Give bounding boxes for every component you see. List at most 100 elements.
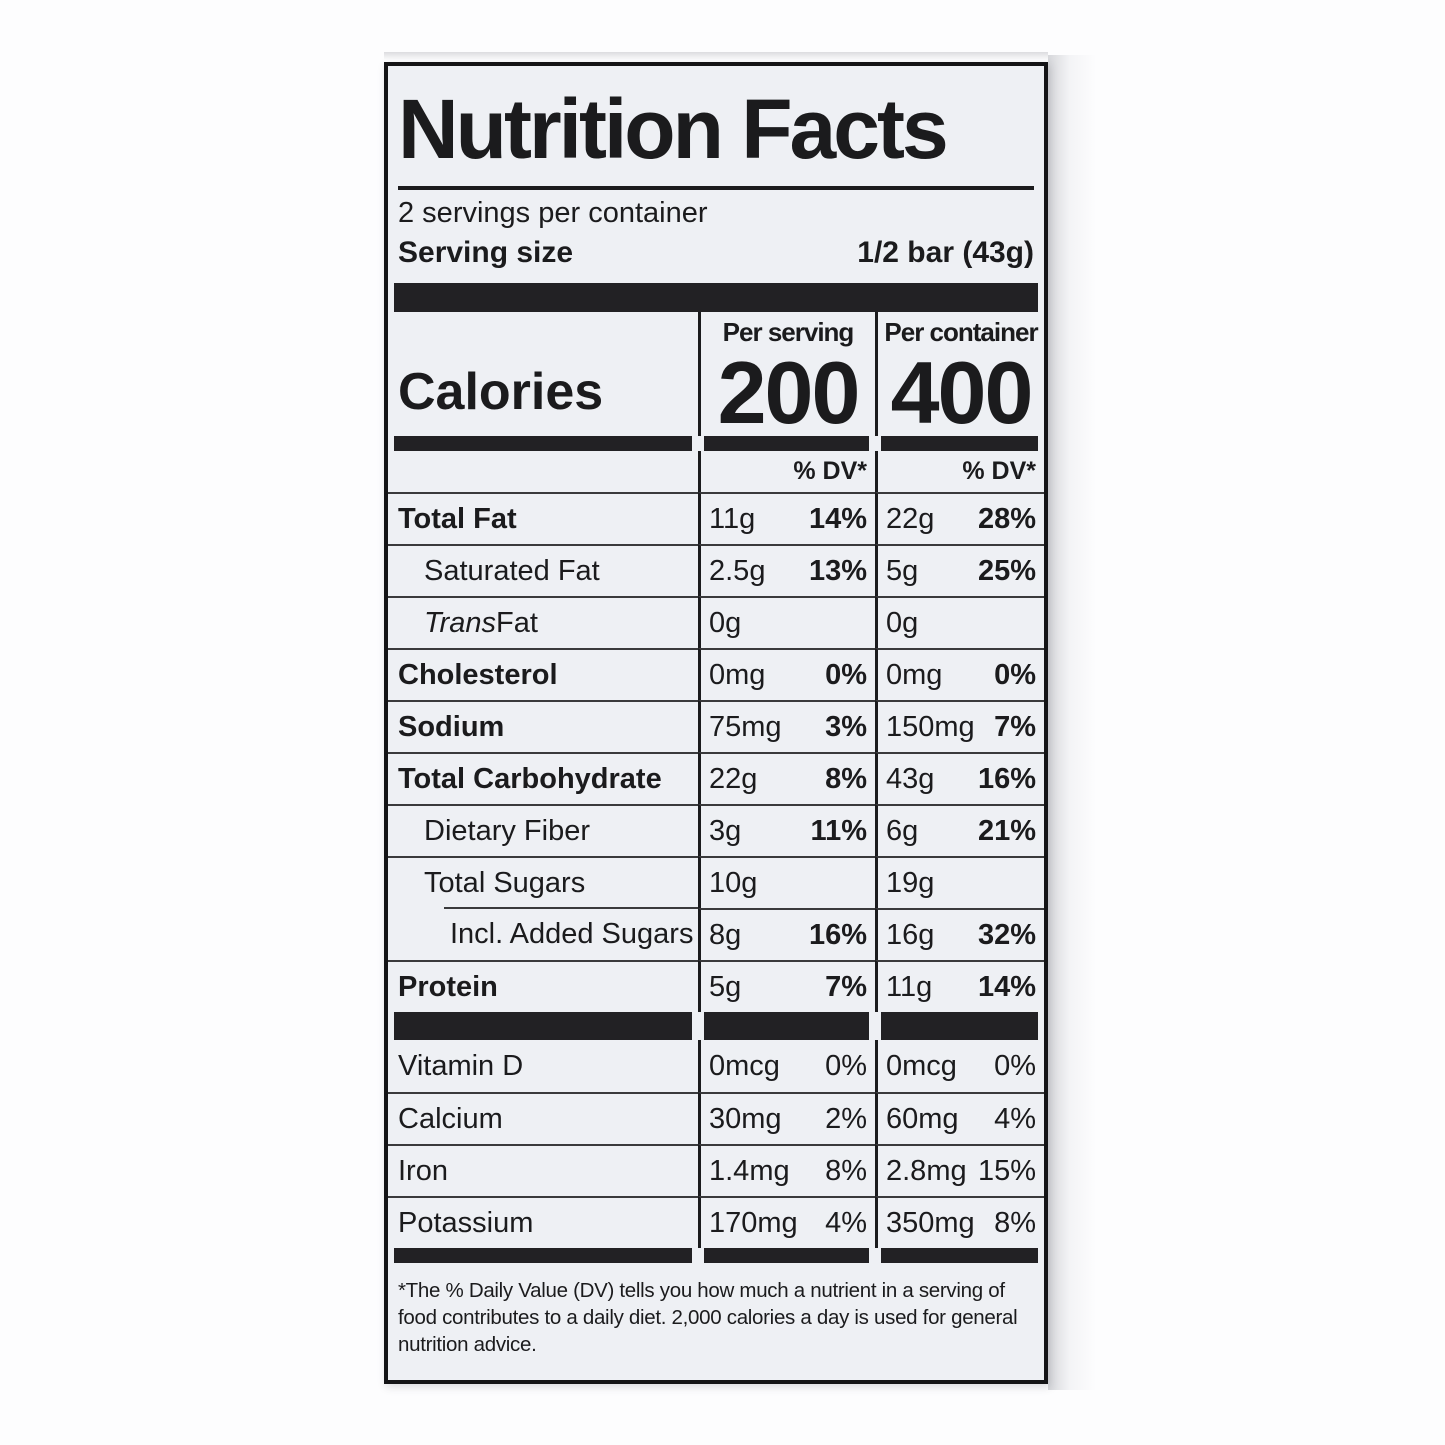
nutrient-name: Calcium (388, 1092, 698, 1144)
amount: 10g (709, 866, 758, 899)
daily-value: 7% (994, 710, 1036, 743)
per-container-value: 22g 28% (875, 492, 1044, 544)
daily-value: 28% (977, 502, 1036, 535)
amount: 60mg (886, 1102, 959, 1135)
nutrient-name: Potassium (388, 1196, 698, 1248)
nutrient-name: Protein (388, 960, 698, 1012)
separator-bar-calories-container (875, 436, 1044, 451)
daily-value: 11% (810, 814, 867, 847)
panel-title: Nutrition Facts (398, 82, 949, 176)
amount: 43g (886, 762, 935, 795)
daily-value: 13% (808, 554, 867, 587)
amount: 22g (709, 762, 758, 795)
per-container-value: 2.8mg 15% (875, 1144, 1044, 1196)
amount: 0g (886, 606, 919, 639)
daily-value: 16% (977, 762, 1036, 795)
nutrition-table: Calories Per serving 200 Per container 4… (388, 312, 1044, 1263)
daily-value: 14% (977, 970, 1036, 1003)
daily-value: 7% (825, 970, 867, 1003)
nutrient-name: Total Sugars (388, 856, 698, 908)
calories-label: Calories (398, 363, 604, 421)
per-container-value: 0mg 0% (875, 648, 1044, 700)
per-container-value: 19g (875, 856, 1044, 908)
per-serving-value: 0mcg 0% (698, 1040, 875, 1092)
per-serving-value: 22g 8% (698, 752, 875, 804)
daily-value: 0% (994, 658, 1036, 691)
daily-value: 21% (977, 814, 1036, 847)
per-container-value: 0mcg 0% (875, 1040, 1044, 1092)
separator-bar-middle-left (388, 1012, 698, 1040)
per-serving-value: 8g 16% (698, 908, 875, 960)
package-crease (384, 52, 1048, 60)
per-serving-value: 1.4mg 8% (698, 1144, 875, 1196)
per-container-value: 350mg 8% (875, 1196, 1044, 1248)
nutrient-name: Trans Fat (388, 596, 698, 648)
calories-per-container-value: 400 (890, 343, 1034, 443)
amount: 5g (886, 554, 919, 587)
nutrient-name: Cholesterol (388, 648, 698, 700)
per-serving-value: 0g (698, 596, 875, 648)
daily-value: 8% (825, 1154, 867, 1187)
separator-bar-top (394, 283, 1038, 312)
amount: 0mcg (886, 1049, 957, 1082)
serving-size-label: Serving size (398, 236, 574, 269)
amount: 2.8mg (886, 1154, 967, 1187)
per-container-value: 6g 21% (875, 804, 1044, 856)
amount: 3g (709, 814, 742, 847)
per-container-header-text: Per container (884, 317, 1038, 347)
separator-bar-bottom-left (388, 1248, 698, 1263)
daily-value: 8% (994, 1206, 1036, 1239)
per-serving-value: 5g 7% (698, 960, 875, 1012)
daily-value: 14% (808, 502, 867, 535)
per-container-value: 43g 16% (875, 752, 1044, 804)
amount: 0g (709, 606, 742, 639)
amount: 19g (886, 866, 935, 899)
daily-value: 4% (825, 1206, 867, 1239)
per-serving-column-header: Per serving 200 (698, 312, 875, 437)
daily-value: 2% (825, 1102, 867, 1135)
nutrient-name: Total Carbohydrate (388, 752, 698, 804)
nutrient-name: Sodium (388, 700, 698, 752)
amount: 6g (886, 814, 919, 847)
separator-bar-bottom-serving (698, 1248, 875, 1263)
separator-bar-calories-left (388, 436, 698, 451)
serving-size-value: 1/2 bar (43g) (857, 236, 1034, 269)
per-serving-value: 10g (698, 856, 875, 908)
per-container-value: 60mg 4% (875, 1092, 1044, 1144)
daily-value: 3% (825, 710, 867, 743)
daily-value: 25% (977, 554, 1036, 587)
per-serving-value: 2.5g 13% (698, 544, 875, 596)
per-serving-value: 0mg 0% (698, 648, 875, 700)
title-rule (398, 186, 1034, 190)
amount: 11g (709, 502, 756, 535)
daily-value: 4% (994, 1102, 1036, 1135)
daily-value: 15% (977, 1154, 1036, 1187)
separator-bar-bottom-container (875, 1248, 1044, 1263)
amount: 350mg (886, 1206, 975, 1239)
amount: 75mg (709, 710, 782, 743)
per-container-value: 16g 32% (875, 908, 1044, 960)
servings-per-container: 2 servings per container (398, 197, 708, 229)
separator-bar-middle-container (875, 1012, 1044, 1040)
dv-header-container: % DV* (875, 451, 1044, 492)
amount: 0mg (709, 658, 766, 691)
nutrient-name: Total Fat (388, 492, 698, 544)
amount: 11g (886, 970, 933, 1003)
per-container-value: 11g 14% (875, 960, 1044, 1012)
nutrient-name: Incl. Added Sugars (388, 907, 698, 960)
amount: 1.4mg (709, 1154, 790, 1187)
amount: 16g (886, 918, 935, 951)
dv-header-serving: % DV* (698, 451, 875, 492)
amount: 8g (709, 918, 742, 951)
per-serving-value: 170mg 4% (698, 1196, 875, 1248)
per-container-value: 150mg 7% (875, 700, 1044, 752)
nutrient-name: Iron (388, 1144, 698, 1196)
per-container-column-header: Per container 400 (875, 312, 1044, 443)
daily-value: 8% (825, 762, 867, 795)
nutrient-name: Dietary Fiber (388, 804, 698, 856)
daily-value: 0% (825, 1049, 867, 1082)
daily-value-footnote: *The % Daily Value (DV) tells you how mu… (398, 1279, 1018, 1356)
amount: 22g (886, 502, 935, 535)
per-container-value: 0g (875, 596, 1044, 648)
daily-value: 32% (977, 918, 1036, 951)
